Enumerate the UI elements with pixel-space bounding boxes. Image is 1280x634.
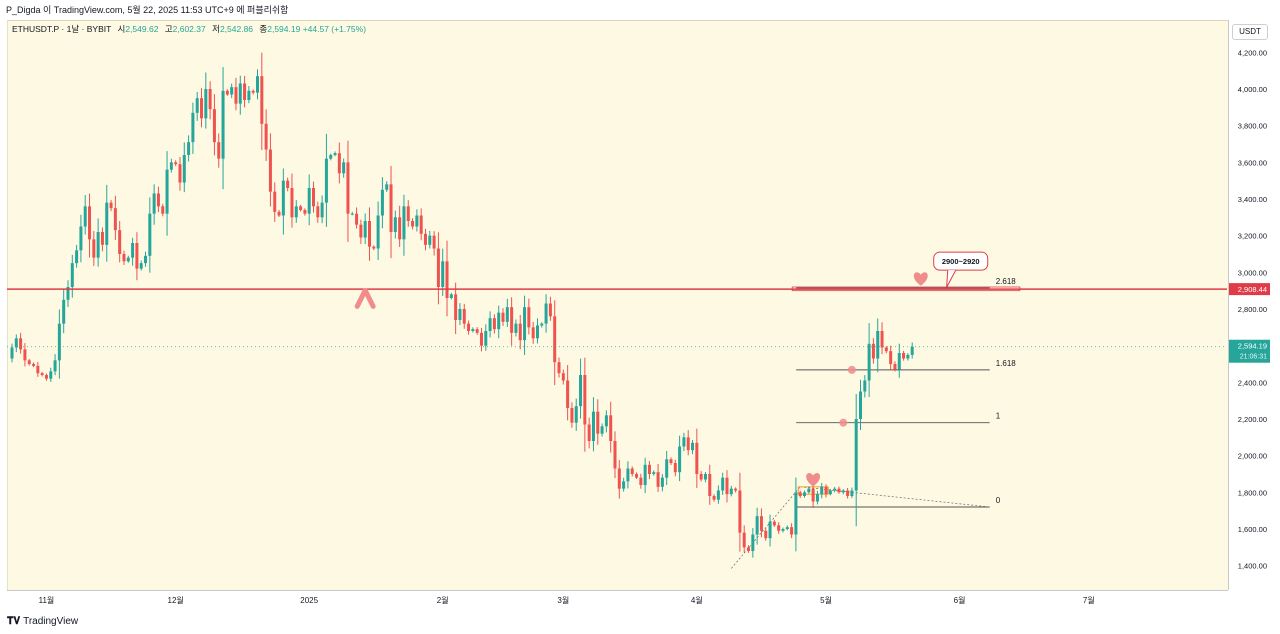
open-value: 2,549.62 [125,24,159,34]
open-label: 시 [117,24,126,34]
change-value: +44.57 (+1.75%) [302,24,367,34]
low-value: 2,542.86 [219,24,254,34]
attribution-bar: P_Digda 이 TradingView.com, 5월 22, 2025 1… [0,0,1280,20]
time-axis[interactable] [7,590,1228,613]
chart-pane[interactable] [7,20,1228,591]
close-value: 2,594.19 [267,24,301,34]
brand-name: TradingView [23,616,79,627]
high-value: 2,602.37 [172,24,206,34]
footer-bar: 𝐓𝐕 TradingView [0,612,1280,634]
tradingview-logo[interactable]: 𝐓𝐕 TradingView [7,616,78,627]
attribution-text: P_Digda 이 TradingView.com, 5월 22, 2025 1… [6,5,289,15]
low-label: 저 [212,24,220,34]
high-label: 고 [164,24,173,34]
tv-logo-icon: 𝐓𝐕 [7,616,21,627]
currency-badge[interactable]: USDT [1232,24,1268,40]
symbol-label[interactable]: ETHUSDT.P · 1날 · BYBIT [12,24,112,34]
price-axis[interactable] [1228,20,1280,590]
close-label: 종 [259,24,268,34]
symbol-legend: ETHUSDT.P · 1날 · BYBIT 시2,549.62 고2,602.… [12,23,366,35]
